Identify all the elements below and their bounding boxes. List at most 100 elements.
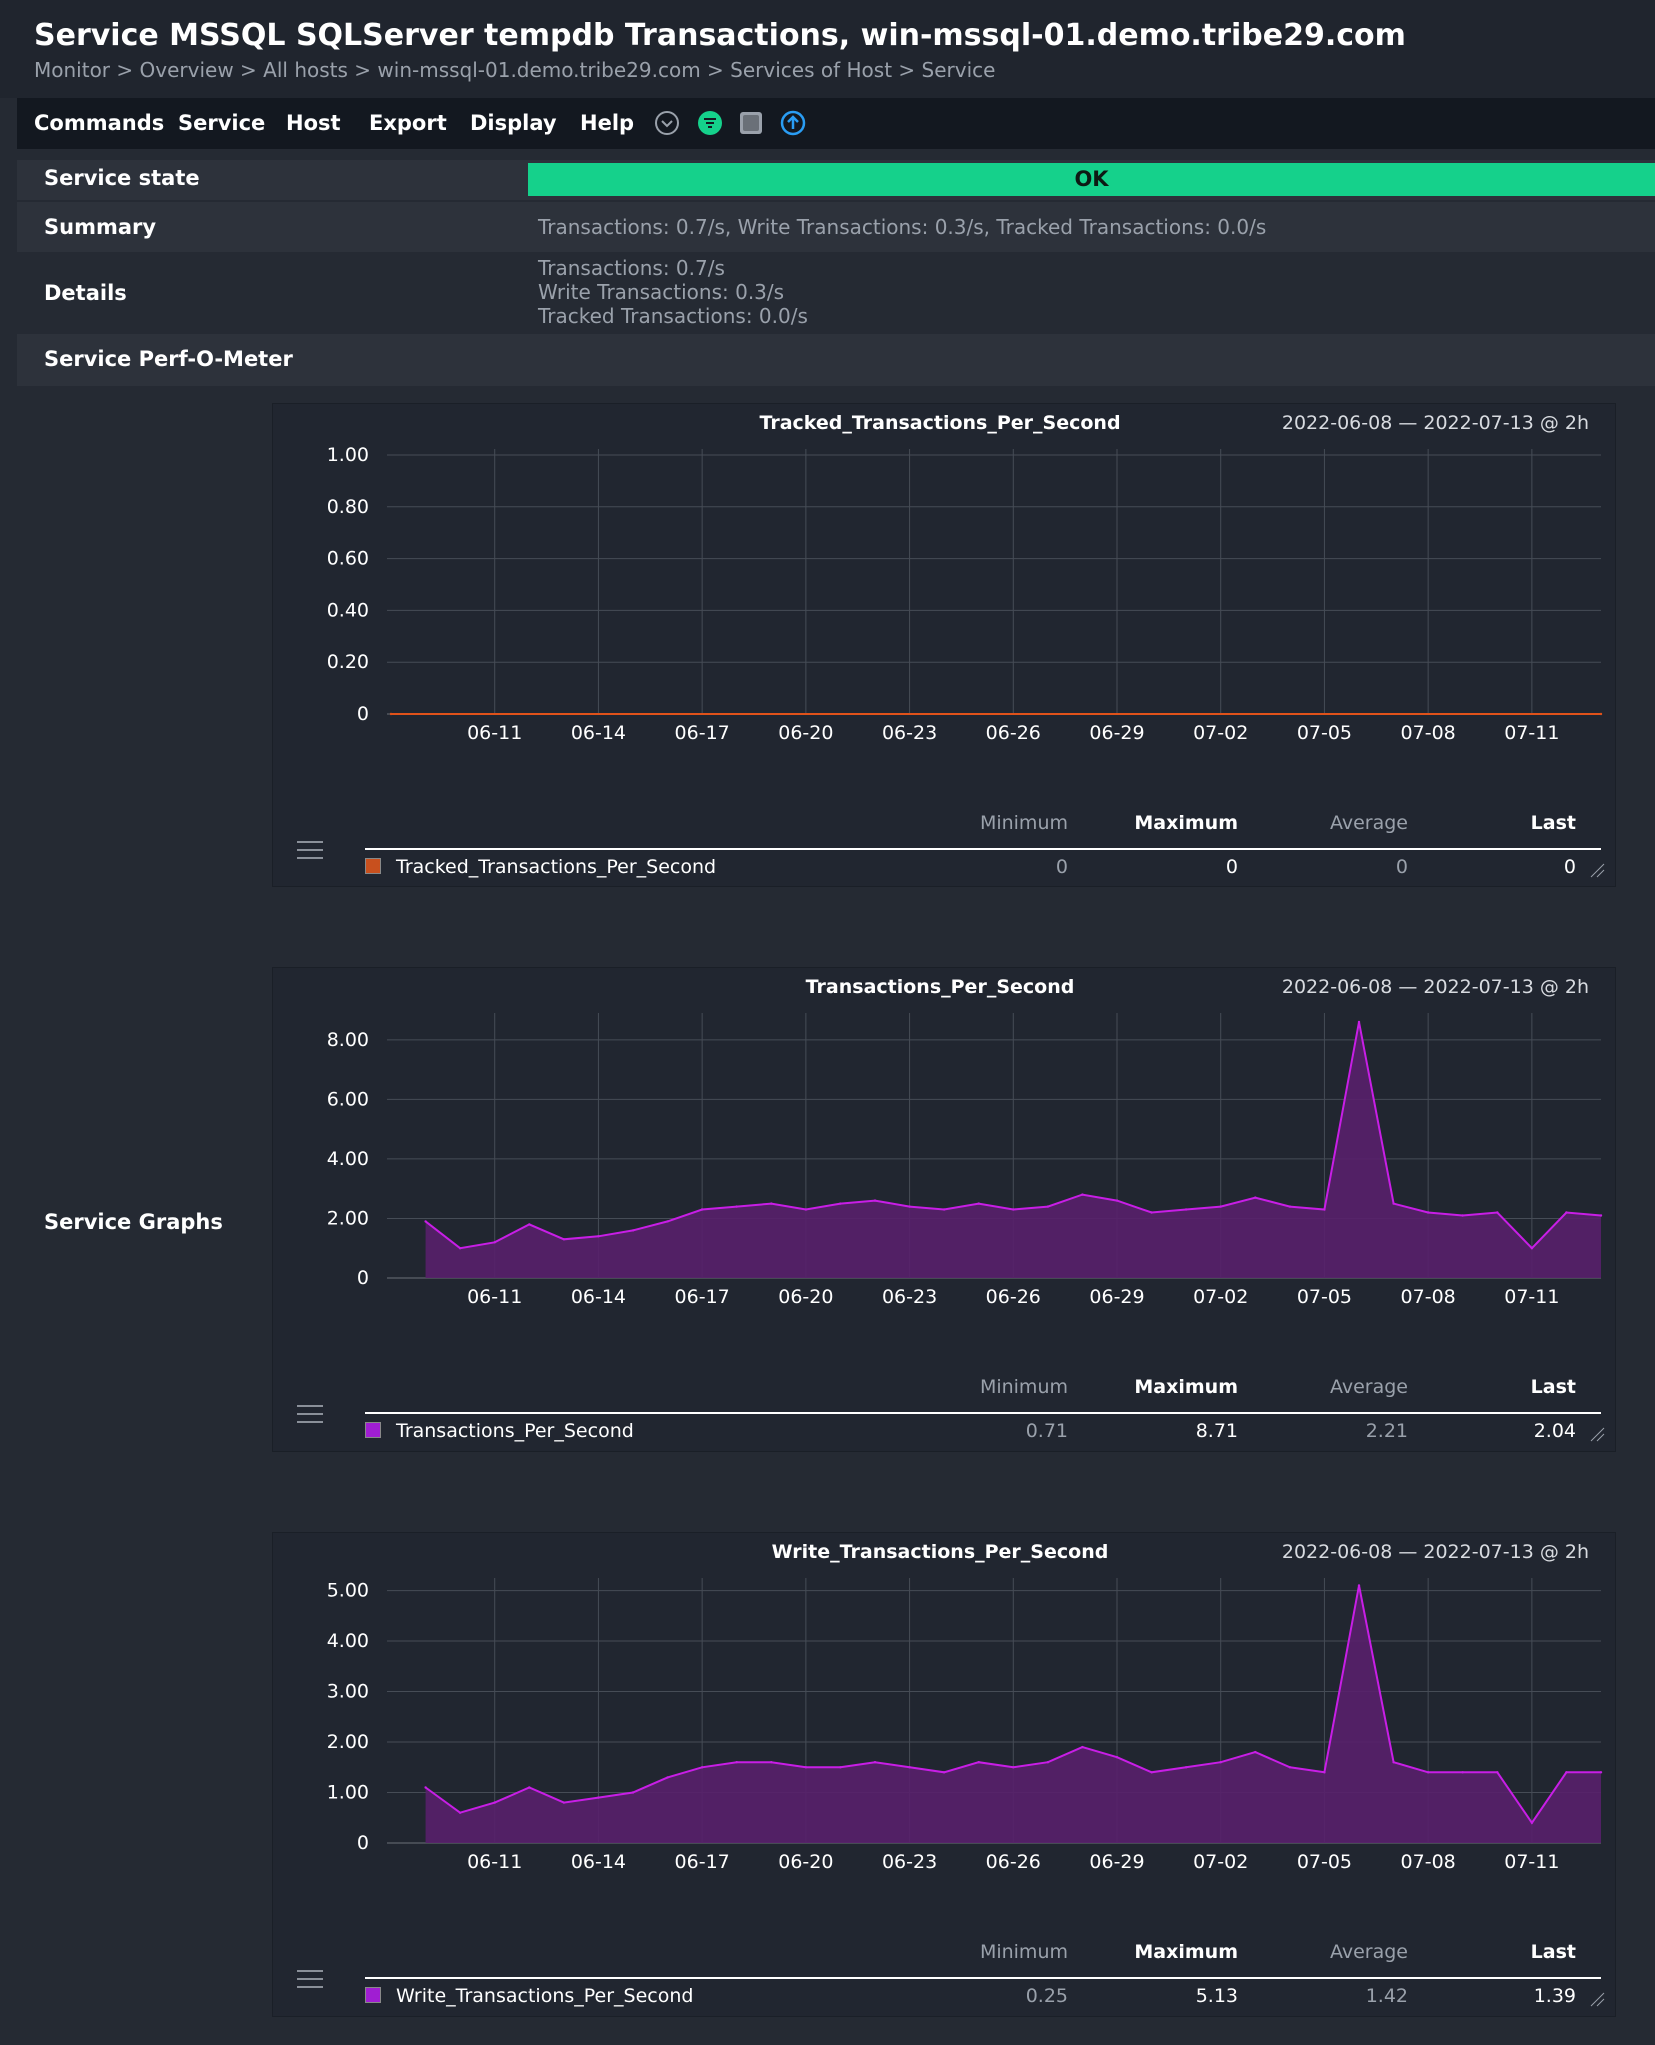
data-point (493, 1801, 496, 1804)
graph-time-range[interactable]: 2022-06-08 — 2022-07-13 @ 2h (1281, 1541, 1589, 1563)
menu-help[interactable]: Help (580, 111, 635, 135)
data-point (1599, 1771, 1603, 1774)
data-point (1357, 1020, 1361, 1024)
x-tick-label: 06-26 (986, 722, 1041, 744)
resize-handle-icon[interactable] (1589, 1426, 1605, 1442)
service-state-label: Service state (44, 166, 200, 190)
y-tick-label: 0 (357, 1832, 369, 1854)
data-point (1530, 1821, 1534, 1824)
chevron-down-circle-icon[interactable] (654, 110, 680, 136)
service-graphs-label: Service Graphs (44, 1210, 223, 1234)
data-point (1219, 1205, 1222, 1208)
data-point (458, 1811, 462, 1814)
graph-plot[interactable]: 5.00 4.00 3.00 2.00 1.00 0 06-11 06-14 06-17 06-2… (273, 1533, 1615, 1873)
legend-avg-value: 1.42 (1365, 1985, 1408, 2007)
legend-series-name: Transactions_Per_Second (396, 1420, 634, 1442)
breadcrumb-item[interactable]: Service (921, 58, 996, 82)
data-point (458, 1247, 462, 1250)
x-tick-label: 06-29 (1089, 1851, 1144, 1873)
x-tick-label: 06-23 (882, 722, 937, 744)
data-point (1254, 1196, 1257, 1199)
legend-header-maximum: Maximum (1134, 812, 1238, 834)
y-tick-label: 0 (357, 703, 369, 725)
legend-header-last: Last (1530, 1376, 1576, 1398)
breadcrumb-item[interactable]: Overview (139, 58, 234, 82)
legend-header-minimum: Minimum (979, 1941, 1068, 1963)
perfometer-label: Service Perf-O-Meter (44, 347, 293, 371)
x-tick-label: 06-17 (675, 722, 730, 744)
legend-color-swatch (365, 1987, 381, 2003)
data-point (1323, 1771, 1326, 1774)
x-tick-label: 07-08 (1401, 1851, 1456, 1873)
menu-host[interactable]: Host (286, 111, 341, 135)
summary-row: Summary Transactions: 0.7/s, Write Trans… (17, 202, 1655, 252)
data-point (735, 1205, 738, 1208)
menu-service[interactable]: Service (178, 111, 266, 135)
menu-icon[interactable] (297, 1405, 323, 1427)
menu-export[interactable]: Export (369, 111, 447, 135)
graph-title: Tracked_Transactions_Per_Second (759, 412, 1121, 434)
legend-max-value: 5.13 (1195, 1985, 1238, 2007)
upload-arrow-icon[interactable] (780, 110, 806, 136)
breadcrumb-item[interactable]: Services of Host (730, 58, 893, 82)
legend-color-swatch (365, 1422, 381, 1438)
data-point (1392, 1202, 1395, 1205)
data-point (1323, 1208, 1326, 1211)
x-tick-label: 06-11 (467, 722, 522, 744)
menu-commands[interactable]: Commands (34, 111, 165, 135)
data-point (873, 1761, 877, 1764)
graph-write-transactions: Write_Transactions_Per_Second 2022-06-08… (272, 1532, 1616, 2017)
filter-icon[interactable] (697, 110, 723, 136)
data-point (1599, 712, 1603, 716)
data-point (562, 1238, 566, 1241)
summary-label: Summary (44, 215, 157, 239)
x-tick-label: 06-20 (778, 1851, 833, 1873)
menu-display[interactable]: Display (470, 111, 557, 135)
graph-time-range[interactable]: 2022-06-08 — 2022-07-13 @ 2h (1281, 976, 1589, 998)
x-tick-label: 06-29 (1089, 722, 1144, 744)
data-point (493, 1241, 496, 1244)
data-point (700, 1208, 704, 1211)
breadcrumb-item[interactable]: win-mssql-01.demo.tribe29.com (377, 58, 701, 82)
resize-handle-icon[interactable] (1589, 1991, 1605, 2007)
graph-plot[interactable]: 8.00 6.00 4.00 2.00 0 06-11 06-14 06-17 06-20 06-… (273, 968, 1615, 1308)
graph-plot[interactable]: 1.00 0.80 0.60 0.40 0.20 0 06-11 06-14 06-17 06-2… (273, 404, 1615, 744)
data-point (1357, 1584, 1361, 1587)
x-tick-label: 06-23 (882, 1851, 937, 1873)
resize-handle-icon[interactable] (1589, 862, 1605, 878)
checkbox-icon[interactable] (738, 110, 764, 136)
data-point (1496, 1771, 1499, 1774)
data-point (700, 1766, 704, 1769)
legend-series-name: Write_Transactions_Per_Second (396, 1985, 694, 2007)
legend-divider (365, 1977, 1601, 1979)
data-point (804, 1766, 808, 1769)
data-point (735, 1761, 738, 1764)
graph-time-range[interactable]: 2022-06-08 — 2022-07-13 @ 2h (1281, 412, 1589, 434)
data-point (1115, 1756, 1119, 1759)
legend-header-minimum: Minimum (979, 812, 1068, 834)
graph-title: Transactions_Per_Second (805, 976, 1075, 998)
x-tick-label: 07-08 (1401, 1286, 1456, 1308)
data-point (1530, 1247, 1534, 1250)
data-point (528, 1786, 531, 1789)
data-point (631, 1791, 635, 1794)
legend-divider (365, 848, 1601, 850)
data-point (1115, 1199, 1119, 1202)
data-point (1461, 1214, 1464, 1217)
data-point (1046, 1205, 1050, 1208)
x-tick-label: 07-11 (1504, 1851, 1559, 1873)
data-point (839, 1202, 842, 1205)
menu-bar: Commands Service Host Export Display Hel… (17, 98, 1655, 149)
y-tick-label: 0 (357, 1267, 369, 1289)
legend-max-value: 0 (1225, 856, 1238, 878)
menu-icon[interactable] (297, 841, 323, 863)
data-point (1426, 1211, 1430, 1214)
legend-last-value: 1.39 (1533, 1985, 1576, 2007)
menu-icon[interactable] (297, 1970, 323, 1992)
legend-header-last: Last (1530, 1941, 1576, 1963)
graph-title: Write_Transactions_Per_Second (771, 1541, 1109, 1563)
legend-max-value: 8.71 (1195, 1420, 1238, 1442)
breadcrumb-item[interactable]: All hosts (263, 58, 348, 82)
breadcrumb-item[interactable]: Monitor (34, 58, 111, 82)
x-tick-label: 07-11 (1504, 722, 1559, 744)
